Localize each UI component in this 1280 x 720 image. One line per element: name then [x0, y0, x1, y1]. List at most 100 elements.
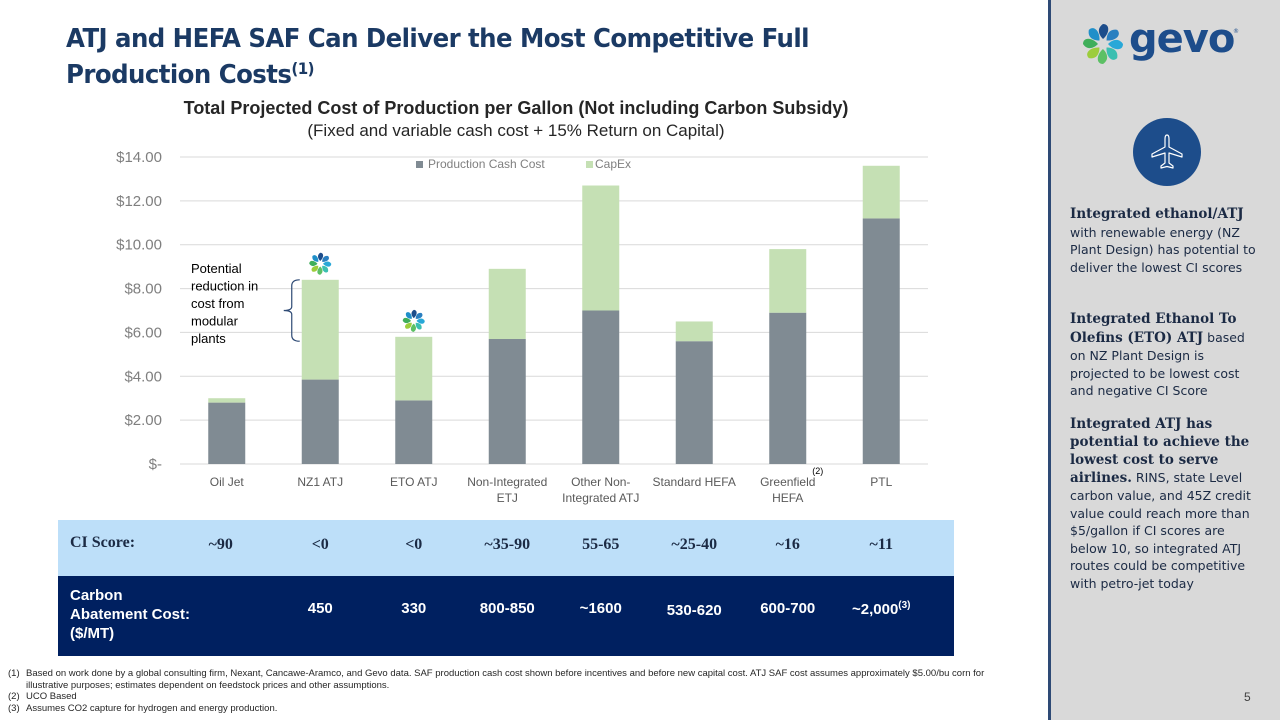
y-tick-label: $4.00 [124, 368, 162, 385]
annotation-text: modular [191, 314, 239, 329]
ci-score-value: 55-65 [582, 536, 620, 553]
y-tick-label: $8.00 [124, 281, 162, 298]
footnote-text: Assumes CO2 capture for hydrogen and ene… [26, 702, 278, 714]
footnote-3: (3) Assumes CO2 capture for hydrogen and… [6, 703, 986, 715]
x-tick-label: Standard HEFA [653, 475, 736, 489]
bar-production-cash-cost [301, 379, 339, 464]
gevo-logo: gevo ® [1081, 16, 1241, 70]
gevo-pinwheel-icon [309, 252, 332, 275]
x-tick-footnote: (2) [812, 466, 823, 476]
airplane-icon [1151, 134, 1183, 169]
bar-production-cash-cost [488, 339, 526, 464]
carbon-abatement-value: ~2,000(3) [852, 600, 911, 618]
footnote-text: Based on work done by a global consultin… [26, 668, 985, 691]
ci-score-row: CI Score: ~90 <0 <0 ~35-90 55-65 ~25-40 ~16 ~11 [58, 520, 954, 576]
annotation-text: cost from [191, 296, 244, 311]
bar-production-cash-cost [675, 341, 713, 464]
carbon-abatement-label-line: Abatement Cost: [70, 606, 191, 623]
sidebar-point-3: Integrated ATJ has potential to achieve … [1070, 415, 1260, 592]
bar-production-cash-cost [862, 218, 900, 464]
footnote-number: (2) [8, 691, 20, 702]
logo-registered: ® [1233, 28, 1239, 35]
sidebar-point-2-text: based on NZ Plant Design is projected to… [1070, 329, 1245, 399]
x-tick-label: Other Non- [571, 475, 630, 489]
footnotes: (1) Based on work done by a global consu… [6, 668, 986, 714]
ci-score-value: <0 [405, 536, 423, 553]
chart-title: Total Projected Cost of Production per G… [183, 98, 849, 118]
ci-score-value: ~11 [869, 536, 893, 553]
bar-capex [769, 249, 807, 313]
sidebar: gevo ® Integrated ethanol/ATJ with renew… [1048, 0, 1280, 720]
sidebar-point-1: Integrated ethanol/ATJ with renewable en… [1070, 205, 1260, 276]
carbon-abatement-footnote: (3) [898, 600, 911, 611]
bar-capex [208, 398, 246, 403]
bar-production-cash-cost [208, 402, 246, 464]
sidebar-point-1-bold: Integrated ethanol/ATJ [1070, 206, 1244, 222]
carbon-abatement-row: Carbon Abatement Cost: ($/MT) 450 330 800-… [58, 576, 954, 656]
sidebar-point-1-text: with renewable energy (NZ Plant Design) … [1070, 224, 1256, 275]
ci-score-value: ~35-90 [484, 536, 531, 553]
legend-swatch-capex [586, 161, 593, 168]
airplane-badge [1133, 118, 1201, 186]
bar-capex [395, 336, 433, 401]
sidebar-point-3-bold: Integrated ATJ has potential to achieve … [1070, 416, 1250, 486]
y-tick-label: $2.00 [124, 412, 162, 429]
annotation-text: reduction in [191, 279, 258, 294]
ci-score-value: ~90 [208, 536, 233, 553]
footnote-2: (2) UCO Based [6, 691, 986, 703]
carbon-abatement-value: 450 [308, 600, 333, 617]
x-tick-label: NZ1 ATJ [297, 475, 343, 489]
carbon-abatement-label-line: Carbon [70, 587, 123, 604]
sidebar-point-2: Integrated Ethanol To Olefins (ETO) ATJ … [1070, 310, 1260, 400]
carbon-abatement-label: Carbon Abatement Cost: ($/MT) [70, 586, 230, 643]
carbon-abatement-value: 600-700 [760, 600, 815, 617]
annotation-text: plants [191, 331, 226, 346]
gevo-pinwheel-icon [1083, 24, 1123, 64]
annotation-bracket [283, 279, 300, 342]
x-tick-label: Oil Jet [210, 475, 245, 489]
carbon-abatement-label-line: ($/MT) [70, 625, 115, 642]
bar-production-cash-cost [582, 310, 620, 464]
bar-capex [301, 279, 339, 380]
carbon-abatement-value: 800-850 [480, 600, 535, 617]
ci-score-label: CI Score: [70, 534, 136, 551]
ci-score-value: ~16 [775, 536, 800, 553]
x-tick-label: HEFA [772, 491, 803, 505]
legend-label-production-cash-cost: Production Cash Cost [428, 157, 545, 171]
x-tick-label: PTL [870, 475, 892, 489]
y-tick-label: $6.00 [124, 324, 162, 341]
carbon-abatement-value: 530-620 [667, 602, 722, 619]
slide-title-text: ATJ and HEFA SAF Can Deliver the Most Co… [66, 24, 810, 90]
ci-score-value: <0 [311, 536, 329, 553]
logo-text: gevo [1129, 16, 1235, 62]
legend-label-capex: CapEx [595, 157, 631, 171]
carbon-abatement-value-text: ~2,000 [851, 601, 899, 618]
carbon-abatement-value-text: 530-620 [666, 602, 722, 619]
bar-capex [582, 185, 620, 311]
bar-production-cash-cost [769, 312, 807, 464]
slide-title-footnote: (1) [291, 59, 314, 78]
carbon-abatement-value-text: 450 [307, 600, 333, 617]
bar-capex [675, 321, 713, 342]
footnote-text: UCO Based [26, 691, 77, 702]
page-number: 5 [1244, 690, 1251, 704]
legend-swatch-production-cash-cost [416, 161, 423, 168]
bar-chart: $- $2.00 $4.00 $6.00 $8.00 $10.00 $12.00 $14.00… [116, 149, 928, 505]
chart-subtitle: (Fixed and variable cash cost + 15% Retu… [307, 121, 725, 140]
y-tick-label: $14.00 [116, 149, 162, 166]
sidebar-point-3-text: RINS, state Level carbon value, and 45Z … [1070, 470, 1251, 591]
x-tick-label: Greenfield [760, 475, 815, 489]
carbon-abatement-value-text: 800-850 [479, 600, 535, 617]
annotation-text: Potential [191, 261, 242, 276]
carbon-abatement-value-text: 330 [401, 600, 427, 617]
carbon-abatement-value-text: ~1600 [579, 600, 622, 617]
x-tick-label: ETO ATJ [390, 475, 438, 489]
y-tick-label: $12.00 [116, 193, 162, 210]
bar-capex [862, 165, 900, 219]
bar-capex [488, 268, 526, 340]
y-tick-label: $- [149, 456, 162, 473]
sidebar-point-2-bold: Integrated Ethanol To Olefins (ETO) ATJ [1070, 311, 1237, 346]
bar-production-cash-cost [395, 400, 433, 464]
x-tick-label: ETJ [497, 491, 518, 505]
footnote-number: (3) [8, 702, 20, 714]
